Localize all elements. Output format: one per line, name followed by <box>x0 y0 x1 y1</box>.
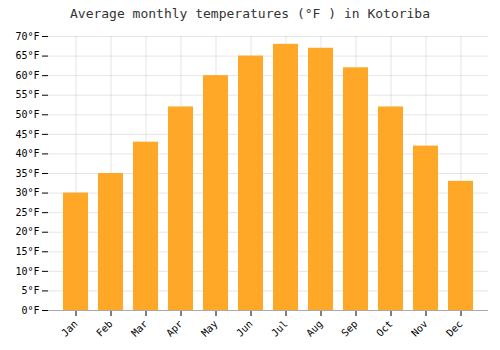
svg-text:Nov: Nov <box>409 318 430 339</box>
svg-text:Jul: Jul <box>269 318 290 339</box>
svg-text:Jun: Jun <box>234 318 255 339</box>
svg-text:60°F: 60°F <box>15 70 39 81</box>
svg-text:Oct: Oct <box>374 318 395 339</box>
svg-text:15°F: 15°F <box>15 246 39 257</box>
svg-text:Dec: Dec <box>444 318 465 339</box>
svg-text:Aug: Aug <box>304 318 325 339</box>
svg-text:65°F: 65°F <box>15 50 39 61</box>
svg-text:45°F: 45°F <box>15 129 39 140</box>
svg-text:May: May <box>199 318 220 339</box>
svg-text:25°F: 25°F <box>15 207 39 218</box>
svg-text:20°F: 20°F <box>15 226 39 237</box>
html-text:Average monthly temperatures (: Average monthly temperatures (°F ) in Ko… <box>70 6 430 21</box>
svg-text:Mar: Mar <box>129 318 150 339</box>
svg-text:55°F: 55°F <box>15 89 39 100</box>
svg-text:Jan: Jan <box>59 318 80 339</box>
svg-text:Apr: Apr <box>164 318 185 339</box>
svg-text:Feb: Feb <box>94 318 115 339</box>
svg-text:35°F: 35°F <box>15 168 39 179</box>
svg-text:0°F: 0°F <box>21 305 39 316</box>
svg-text:70°F: 70°F <box>15 31 39 42</box>
svg-text:Sep: Sep <box>339 318 360 339</box>
svg-text:5°F: 5°F <box>21 285 39 296</box>
svg-text:30°F: 30°F <box>15 187 39 198</box>
svg-text:40°F: 40°F <box>15 148 39 159</box>
svg-text:10°F: 10°F <box>15 266 39 277</box>
svg-text:50°F: 50°F <box>15 109 39 120</box>
